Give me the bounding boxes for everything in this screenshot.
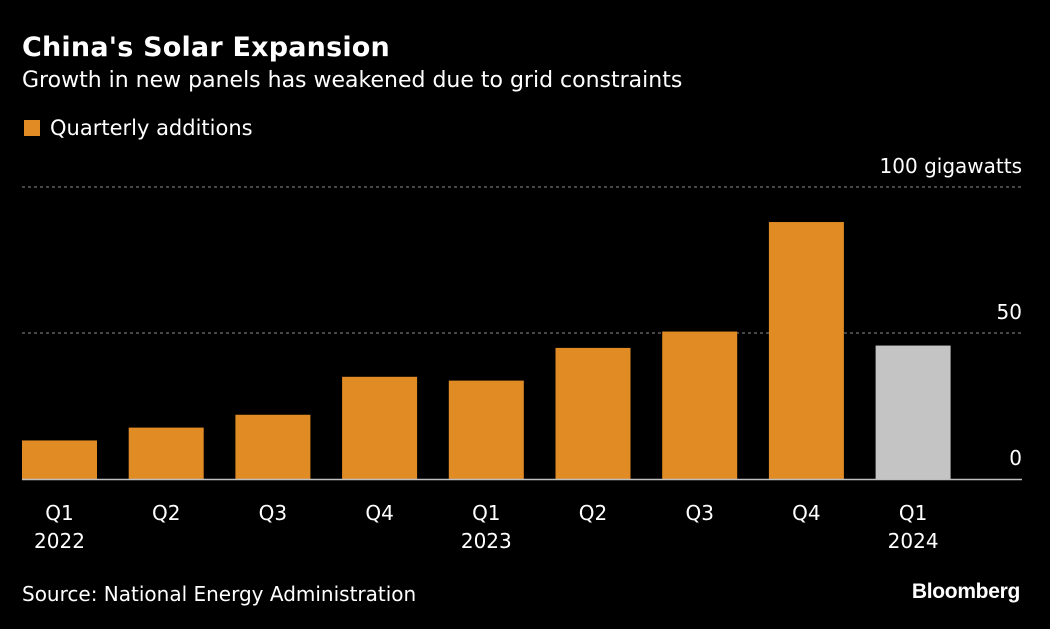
x-tick-quarter-5: Q2 xyxy=(579,501,607,525)
x-tick-quarter-6: Q3 xyxy=(685,501,713,525)
x-tick-year-4: 2023 xyxy=(461,529,512,553)
x-tick-quarter-3: Q4 xyxy=(365,501,393,525)
bar-8 xyxy=(875,345,951,479)
x-tick-quarter-7: Q4 xyxy=(792,501,820,525)
bar-1 xyxy=(128,427,204,479)
bar-7 xyxy=(768,222,844,480)
bar-3 xyxy=(342,376,418,479)
y-tick-label-0: 0 xyxy=(1009,446,1022,470)
x-tick-quarter-1: Q2 xyxy=(152,501,180,525)
legend-label: Quarterly additions xyxy=(50,116,253,140)
bar-6 xyxy=(662,331,738,479)
bar-0 xyxy=(22,440,97,479)
legend: Quarterly additions xyxy=(24,116,253,140)
y-tick-label-50: 50 xyxy=(997,300,1022,324)
x-tick-year-8: 2024 xyxy=(888,529,939,553)
bar-4 xyxy=(448,380,524,479)
x-tick-year-0: 2022 xyxy=(34,529,85,553)
chart-title: China's Solar Expansion xyxy=(22,32,390,63)
bar-2 xyxy=(235,414,311,479)
x-tick-quarter-4: Q1 xyxy=(472,501,500,525)
bloomberg-logo: Bloomberg xyxy=(911,580,1020,603)
x-tick-quarter-8: Q1 xyxy=(899,501,927,525)
y-tick-label-100: 100 gigawatts xyxy=(880,154,1022,178)
x-tick-quarter-0: Q1 xyxy=(45,501,73,525)
source-note: Source: National Energy Administration xyxy=(22,582,417,606)
x-tick-quarter-2: Q3 xyxy=(259,501,287,525)
legend-swatch xyxy=(24,120,40,136)
bar-5 xyxy=(555,347,631,479)
chart-subtitle: Growth in new panels has weakened due to… xyxy=(22,68,683,93)
